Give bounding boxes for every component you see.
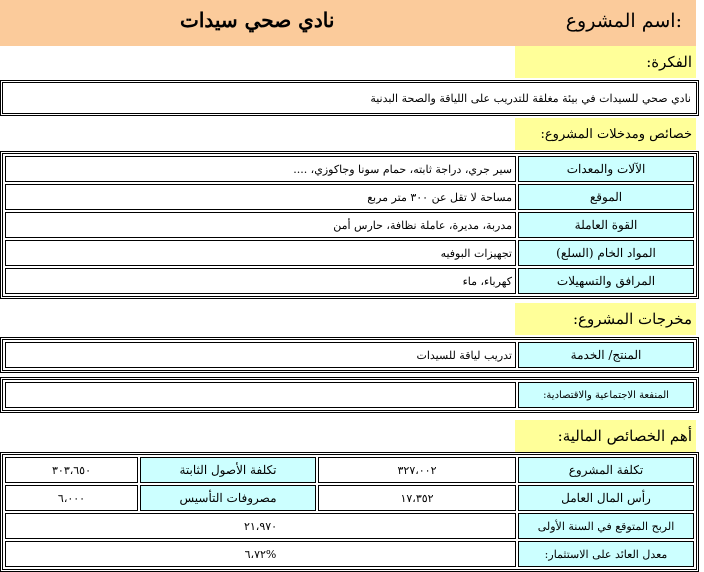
roi-value: %٦،٧٢ bbox=[5, 541, 516, 567]
profit-value: ٢١،٩٧٠ bbox=[5, 513, 516, 539]
row-value: سير جري، دراجة ثابته، حمام سونا وجاكوزي،… bbox=[5, 156, 516, 182]
outputs-label: مخرجات المشروع: bbox=[515, 303, 696, 335]
table-row: الربح المتوقع في السنة الأولى ٢١،٩٧٠ bbox=[5, 513, 694, 539]
row-label: المرافق والتسهيلات bbox=[518, 268, 694, 294]
financial-label: أهم الخصائص المالية: bbox=[515, 420, 696, 452]
idea-table: نادي صحي للسيدات في بيئة مغلقة للتدريب ع… bbox=[0, 80, 699, 116]
row-label: الموقع bbox=[518, 184, 694, 210]
row-value: مدربة، مديرة، عاملة نظافة، حارس أمن bbox=[5, 212, 516, 238]
project-title: نادي صحي سيدات bbox=[180, 8, 335, 32]
product-table: المنتج/ الخدمة تدريب لياقة للسيدات bbox=[0, 337, 699, 373]
roi-label: معدل العائد على الاستثمار: bbox=[518, 541, 694, 567]
table-row: الموقع مساحة لا تقل عن ٣٠٠ متر مربع bbox=[5, 184, 694, 210]
benefit-value bbox=[5, 382, 516, 408]
fixed-assets-label: تكلفة الأصول الثابتة bbox=[140, 457, 316, 483]
inputs-label: خصائص ومدخلات المشروع: bbox=[515, 118, 696, 150]
financial-table: تكلفة المشروع ٣٢٧،٠٠٢ تكلفة الأصول الثاب… bbox=[0, 452, 699, 572]
project-name-label: اسم المشروع: bbox=[565, 10, 682, 32]
project-name-band: اسم المشروع: نادي صحي سيدات bbox=[0, 0, 696, 46]
row-value: مساحة لا تقل عن ٣٠٠ متر مربع bbox=[5, 184, 516, 210]
product-label: المنتج/ الخدمة bbox=[518, 342, 694, 368]
inputs-table: الآلات والمعدات سير جري، دراجة ثابته، حما… bbox=[0, 151, 699, 299]
setup-value: ٦،٠٠٠ bbox=[5, 485, 138, 511]
project-cost-label: تكلفة المشروع bbox=[518, 457, 694, 483]
setup-label: مصروفات التأسيس bbox=[140, 485, 316, 511]
idea-label: الفكرة: bbox=[515, 46, 696, 78]
benefit-label: المنفعة الاجتماعية والاقتصادية: bbox=[518, 382, 694, 408]
table-row: المواد الخام (السلع) تجهيزات البوفيه bbox=[5, 240, 694, 266]
row-value: تجهيزات البوفيه bbox=[5, 240, 516, 266]
benefit-table: المنفعة الاجتماعية والاقتصادية: bbox=[0, 377, 699, 413]
row-label: المواد الخام (السلع) bbox=[518, 240, 694, 266]
table-row: القوة العاملة مدربة، مديرة، عاملة نظافة، … bbox=[5, 212, 694, 238]
working-capital-label: رأس المال العامل bbox=[518, 485, 694, 511]
idea-text: نادي صحي للسيدات في بيئة مغلقة للتدريب ع… bbox=[370, 91, 691, 105]
table-row: الآلات والمعدات سير جري، دراجة ثابته، حما… bbox=[5, 156, 694, 182]
row-value: كهرباء، ماء bbox=[5, 268, 516, 294]
working-capital-value: ١٧،٣٥٢ bbox=[318, 485, 516, 511]
table-row: المرافق والتسهيلات كهرباء، ماء bbox=[5, 268, 694, 294]
table-row: تكلفة المشروع ٣٢٧،٠٠٢ تكلفة الأصول الثاب… bbox=[5, 457, 694, 483]
table-row: رأس المال العامل ١٧،٣٥٢ مصروفات التأسيس … bbox=[5, 485, 694, 511]
product-value: تدريب لياقة للسيدات bbox=[5, 342, 516, 368]
table-row: معدل العائد على الاستثمار: %٦،٧٢ bbox=[5, 541, 694, 567]
project-cost-value: ٣٢٧،٠٠٢ bbox=[318, 457, 516, 483]
row-label: القوة العاملة bbox=[518, 212, 694, 238]
row-label: الآلات والمعدات bbox=[518, 156, 694, 182]
profit-label: الربح المتوقع في السنة الأولى bbox=[518, 513, 694, 539]
fixed-assets-value: ٣٠٣،٦٥٠ bbox=[5, 457, 138, 483]
